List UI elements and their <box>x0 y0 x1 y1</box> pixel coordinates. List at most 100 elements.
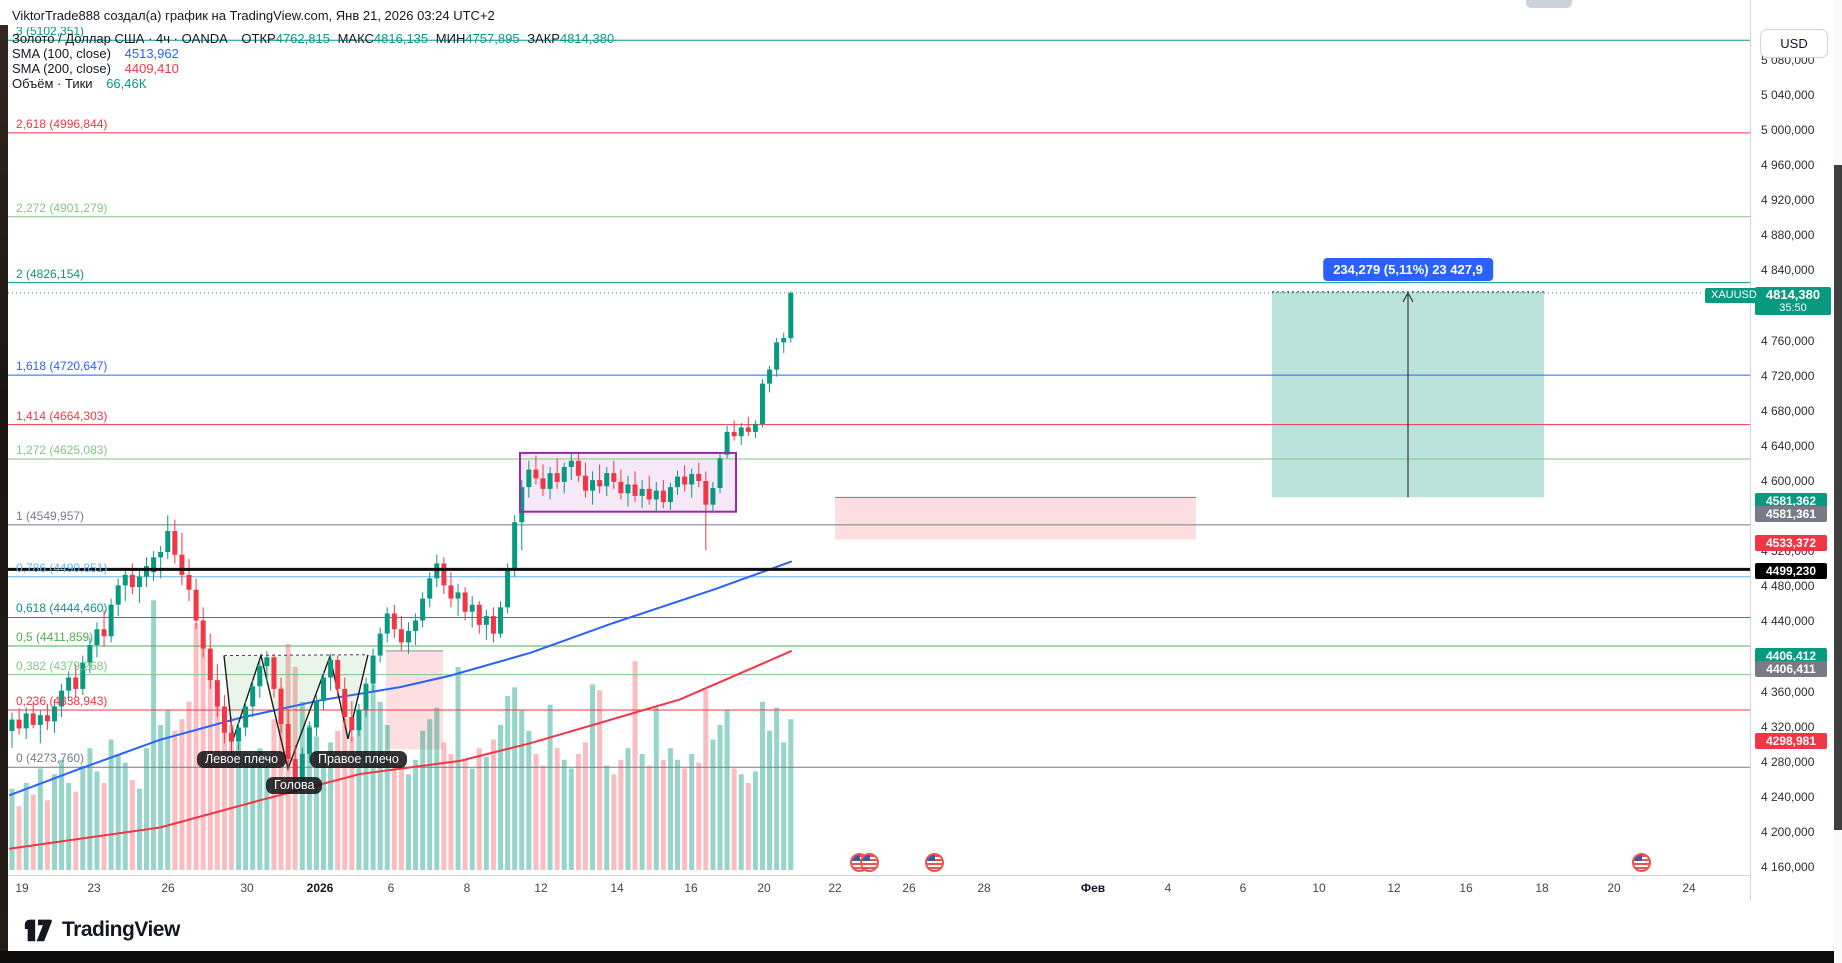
price-level-label: 4581,361 <box>1755 506 1827 522</box>
candle-body <box>738 427 744 437</box>
volume-bar <box>179 719 185 870</box>
candle-body <box>639 488 645 496</box>
fib-level-label[interactable]: 0 (4273,760) <box>16 751 85 766</box>
volume-bar <box>66 783 72 870</box>
fib-level-label[interactable]: 1,618 (4720,647) <box>16 359 108 374</box>
legend-symbol-row[interactable]: Золото / Доллар США · 4ч · OANDA ОТКР476… <box>12 31 614 46</box>
consolidation-box-border[interactable] <box>519 451 737 513</box>
price-level-label: 4533,372 <box>1755 535 1827 551</box>
measure-tool-label[interactable]: 234,279 (5,11%) 23 427,9 <box>1323 258 1493 281</box>
candle-body <box>377 633 383 656</box>
volume-bar <box>349 736 355 870</box>
volume-bar <box>618 759 624 870</box>
volume-bar <box>568 768 574 870</box>
supply-zone-a[interactable] <box>386 650 443 750</box>
price-tick: 4 640,000 <box>1761 438 1815 453</box>
fib-level-label[interactable]: 0,5 (4411,859) <box>16 630 94 645</box>
legend-sma100-row[interactable]: SMA (100, close) 4513,962 <box>12 46 614 61</box>
time-axis[interactable]: 19 23 26 30 2026 6 8 12 14 16 20 22 26 28 Фев 4 6 10 12 16 1… <box>0 875 1750 902</box>
volume-bar <box>73 791 79 870</box>
price-tick: 4 960,000 <box>1761 158 1815 173</box>
candle-body <box>767 369 773 384</box>
fib-level-label[interactable]: 0,236 (4338,943) <box>16 694 108 709</box>
fib-level-label[interactable]: 3 (5102,351) <box>16 24 85 39</box>
neckline[interactable] <box>223 654 369 657</box>
volume-bar <box>193 623 199 870</box>
volume-bar <box>767 730 773 870</box>
symbol-title[interactable]: Золото / Доллар США · 4ч · OANDA <box>12 31 228 46</box>
candle-body <box>533 469 539 479</box>
volume-bar <box>405 774 411 870</box>
scrollbar-thumb[interactable] <box>1834 165 1842 830</box>
time-tick: 19 <box>15 881 29 895</box>
fib-level-label[interactable]: 0,618 (4444,460) <box>16 601 108 616</box>
volume-bar <box>483 756 489 870</box>
economic-event-flag-icon[interactable] <box>860 853 879 872</box>
candle-body <box>285 724 291 760</box>
volume-bar <box>398 765 404 870</box>
volume-bar <box>59 759 65 870</box>
candle-body <box>526 469 532 488</box>
time-tick: 10 <box>1312 881 1326 895</box>
symbol-price-line-tag: XAUUSD <box>1705 288 1763 303</box>
volume-bar <box>582 742 588 870</box>
candle-body <box>660 490 666 503</box>
sma100-label: SMA (100, close) <box>12 46 111 61</box>
left-shoulder-label[interactable]: Левое плечо <box>197 751 287 768</box>
volume-bar <box>115 754 121 870</box>
volume-bar <box>271 719 277 870</box>
fib-level-label[interactable]: 0,786 (4490,851) <box>16 560 108 575</box>
currency-button[interactable]: USD <box>1760 29 1828 58</box>
candle-body <box>349 716 355 731</box>
candle-body <box>228 732 234 742</box>
candle-body <box>66 677 72 691</box>
right-shoulder-label[interactable]: Правое плечо <box>310 751 407 768</box>
volume-bar <box>321 754 327 870</box>
volume-bar <box>575 754 581 870</box>
candle-body <box>441 563 447 586</box>
volume-label: Объём · Тики <box>12 76 93 91</box>
economic-event-flag-icon[interactable] <box>1632 853 1651 872</box>
candle-body <box>512 522 518 570</box>
volume-bar <box>759 701 765 870</box>
current-price-value: 4814,380 <box>1765 287 1821 302</box>
candle-body <box>221 706 227 733</box>
candle-body <box>200 620 206 649</box>
candle-body <box>342 688 348 717</box>
sma200-line[interactable] <box>9 650 792 850</box>
volume-bar <box>129 780 135 870</box>
sma100-line[interactable] <box>9 560 792 797</box>
fib-level-label[interactable]: 1 (4549,957) <box>16 508 85 523</box>
supply-zone-b[interactable] <box>835 497 1196 540</box>
candle-body <box>391 613 397 630</box>
volume-bar <box>781 742 787 870</box>
fib-level-label[interactable]: 1,414 (4664,303) <box>16 408 108 423</box>
candle-body <box>759 383 765 424</box>
price-level-label: 4406,411 <box>1755 661 1827 677</box>
volume-bar <box>540 765 546 870</box>
price-axis[interactable]: USD 5 080,000 5 040,000 5 000,000 4 960,000… <box>1750 0 1835 963</box>
tradingview-logo[interactable]: TradingView <box>22 915 180 945</box>
price-tick: 4 280,000 <box>1761 754 1815 769</box>
fib-level-label[interactable]: 2,272 (4901,279) <box>16 200 108 215</box>
candle-body <box>420 598 426 621</box>
price-tick: 4 600,000 <box>1761 474 1815 488</box>
legend-volume-row[interactable]: Объём · Тики 66,46К <box>12 76 614 91</box>
candle-body <box>264 657 270 667</box>
fib-level-label[interactable]: 0,382 (4379,268) <box>16 658 108 673</box>
volume-bar <box>30 794 36 870</box>
legend-sma200-row[interactable]: SMA (200, close) 4409,410 <box>12 61 614 76</box>
volume-bar <box>158 725 164 870</box>
fib-level-label[interactable]: 2,618 (4996,844) <box>16 116 108 131</box>
candle-body <box>328 659 334 678</box>
volume-bar <box>667 748 673 870</box>
candle-body <box>144 566 150 577</box>
head-label[interactable]: Голова <box>266 777 323 794</box>
candle-body <box>30 713 36 725</box>
fib-level-label[interactable]: 1,272 (4625,083) <box>16 442 108 457</box>
fib-level-label[interactable]: 2 (4826,154) <box>16 266 85 281</box>
volume-bar <box>335 730 341 870</box>
scrollbar-track[interactable] <box>1834 0 1842 963</box>
economic-event-flag-icon[interactable] <box>925 853 944 872</box>
